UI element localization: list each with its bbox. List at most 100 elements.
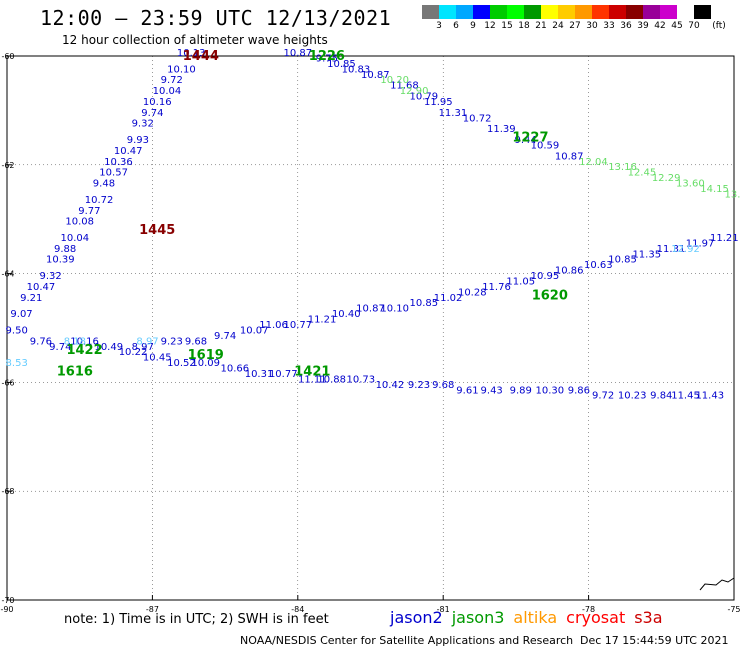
- y-tick-label: -66: [1, 378, 14, 387]
- legend-swatch: [439, 5, 456, 19]
- swh-value: 10.08: [65, 217, 94, 228]
- legend-swatch: [626, 5, 643, 19]
- legend-swatch: [677, 5, 694, 19]
- coastline: [699, 577, 735, 591]
- swh-value: 10.30: [536, 385, 565, 396]
- swh-value: 10.88: [317, 374, 346, 385]
- swh-value: 9.88: [54, 244, 76, 255]
- x-tick-label: -75: [727, 605, 740, 614]
- swh-value: 10.77: [269, 369, 298, 380]
- y-tick-label: -64: [1, 270, 14, 279]
- swh-value: 9.77: [78, 206, 100, 217]
- satellite-name: jason3: [451, 608, 505, 627]
- legend-tick-label: 21: [535, 21, 547, 31]
- legend-tick-label: 12: [484, 21, 496, 31]
- swh-value: 9.89: [510, 385, 532, 396]
- satellite-name: jason2: [390, 608, 443, 627]
- pass-time-label: 1620: [532, 288, 568, 303]
- legend-tick-label: 27: [569, 21, 581, 31]
- legend-tick-label: 45: [671, 21, 683, 31]
- swh-value: 12.45: [628, 168, 657, 179]
- swh-value: 10.10: [167, 64, 196, 75]
- pass-time-label: 1227: [512, 131, 548, 146]
- swh-value: 10.20: [380, 75, 409, 86]
- swh-value: 9.07: [10, 309, 32, 320]
- swh-value: 12.04: [579, 157, 608, 168]
- y-tick-label: -68: [1, 487, 14, 496]
- swh-value: 8.97: [136, 336, 158, 347]
- legend-tick-label: 18: [518, 21, 530, 31]
- swh-value: 10.72: [85, 195, 114, 206]
- page-title: 12:00 – 23:59 UTC 12/13/2021: [40, 6, 392, 30]
- swh-value: 10.16: [70, 336, 99, 347]
- x-tick-label: -87: [146, 605, 159, 614]
- swh-value: 11.39: [487, 124, 516, 135]
- pass-time-label: 1226: [309, 49, 345, 64]
- swh-value: 9.84: [650, 391, 672, 402]
- swh-value: 10.39: [46, 255, 75, 266]
- y-tick-label: -70: [1, 596, 14, 605]
- legend-tick-label: 15: [501, 21, 513, 31]
- swh-value: 10.72: [463, 113, 492, 124]
- x-tick-label: -81: [437, 605, 450, 614]
- x-tick-label: -78: [582, 605, 595, 614]
- legend-swatch: [694, 5, 711, 19]
- legend-tick-label: 33: [603, 21, 615, 31]
- swh-value: 11.97: [686, 238, 715, 249]
- swh-value: 8.18: [64, 336, 86, 347]
- swh-value: 10.85: [608, 255, 637, 266]
- swh-value: 9.50: [6, 325, 28, 336]
- swh-value: 14.15: [700, 184, 729, 195]
- satellite-name: cryosat: [566, 608, 626, 627]
- legend-swatch: [575, 5, 592, 19]
- legend-swatch: [643, 5, 660, 19]
- swh-value: 9.75: [316, 53, 338, 64]
- legend-swatch: [558, 5, 575, 19]
- swh-value: 9.74: [49, 342, 71, 353]
- legend-swatch: [592, 5, 609, 19]
- legend-tick-label: 30: [586, 21, 598, 31]
- swh-value: 9.93: [127, 135, 149, 146]
- swh-value: 10.31: [245, 369, 274, 380]
- pass-time-label: 1445: [139, 223, 175, 238]
- swh-value: 10.49: [94, 342, 123, 353]
- swh-value: 11.43: [695, 391, 724, 402]
- legend-tick-label: 6: [453, 21, 459, 31]
- swh-value: 11.05: [506, 276, 535, 287]
- swh-value: 9.43: [481, 385, 503, 396]
- swh-value: 10.87: [283, 48, 312, 59]
- swh-value: 10.63: [584, 260, 613, 271]
- swh-value: 10.16: [143, 97, 172, 108]
- swh-value: 9.61: [456, 385, 478, 396]
- swh-value: 9.48: [93, 179, 115, 190]
- legend-swatch: [660, 5, 677, 19]
- swh-value: 10.40: [332, 309, 361, 320]
- footer-timestamp: Dec 17 15:44:59 UTC 2021: [580, 634, 729, 647]
- swh-value: 11.35: [632, 249, 661, 260]
- swh-value: 9.68: [185, 336, 207, 347]
- swh-value: 9.86: [568, 385, 590, 396]
- legend-swatch: [490, 5, 507, 19]
- swh-value: 11.21: [308, 315, 337, 326]
- pass-time-label: 1421: [294, 365, 330, 380]
- swh-value: 9.72: [161, 75, 183, 86]
- swh-value: 10.77: [283, 320, 312, 331]
- legend-tick-label: 3: [436, 21, 442, 31]
- swh-value: 10.45: [143, 353, 172, 364]
- legend-unit: (ft): [712, 21, 726, 31]
- swh-value: 10.87: [356, 304, 385, 315]
- pass-time-label: 1444: [183, 49, 219, 64]
- swh-value: 11.06: [259, 320, 288, 331]
- swh-value: 10.85: [409, 298, 438, 309]
- swh-value: 10.10: [380, 304, 409, 315]
- swh-value: 10.73: [346, 374, 375, 385]
- pass-time-label: 1619: [188, 348, 224, 363]
- legend-tick-label: 42: [654, 21, 666, 31]
- swh-value: 10.23: [618, 391, 647, 402]
- swh-value: 10.04: [61, 233, 90, 244]
- swh-value: 12.29: [652, 173, 681, 184]
- satellite-name: s3a: [634, 608, 663, 627]
- swh-value: 10.59: [531, 140, 560, 151]
- swh-value: 9.32: [132, 119, 154, 130]
